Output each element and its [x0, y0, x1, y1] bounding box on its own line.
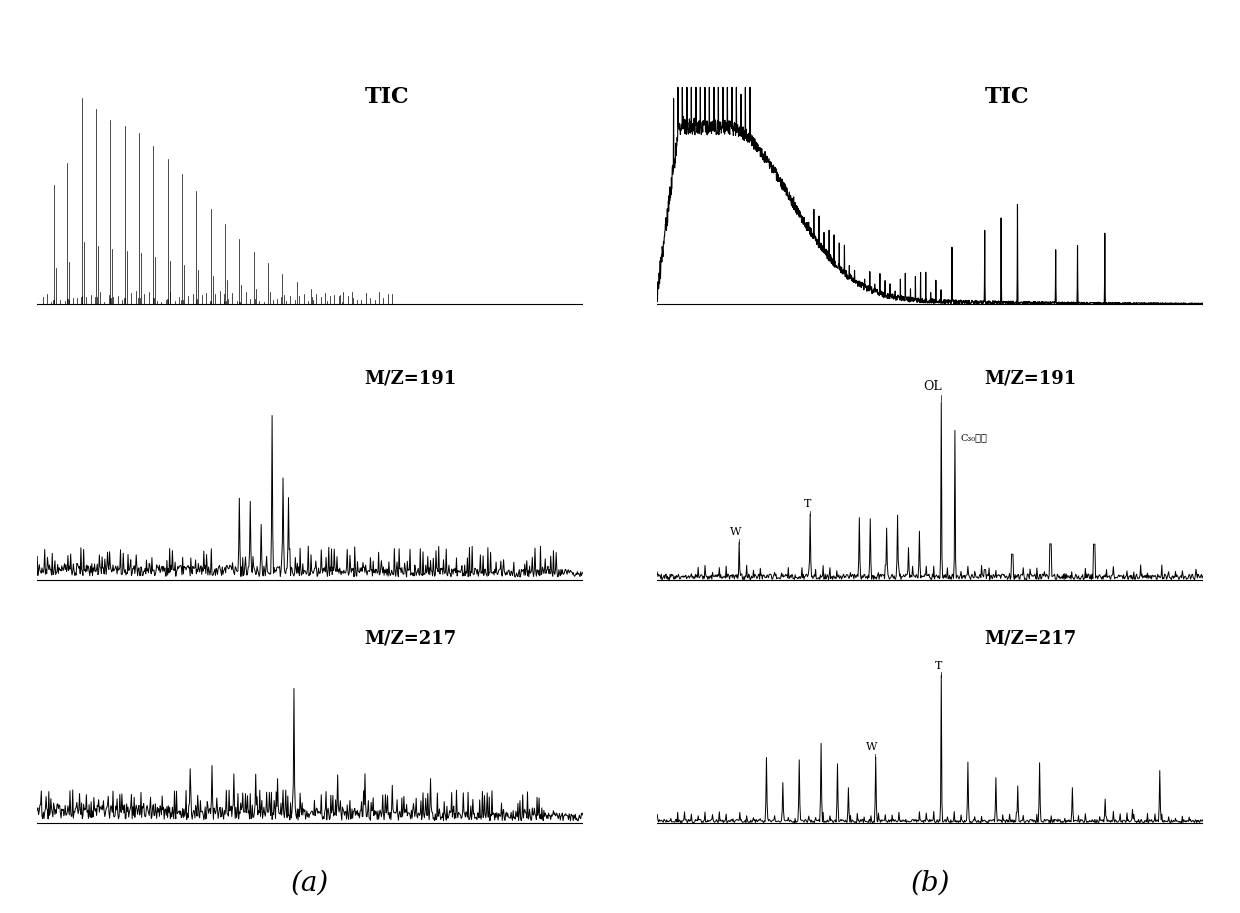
Text: M/Z=217: M/Z=217	[365, 629, 456, 647]
Text: T: T	[935, 660, 942, 670]
Text: M/Z=191: M/Z=191	[985, 370, 1076, 388]
Text: M/Z=217: M/Z=217	[985, 629, 1076, 647]
Text: W: W	[729, 527, 742, 537]
Text: T: T	[804, 498, 811, 509]
Text: (b): (b)	[910, 869, 950, 897]
Text: C₃₀藿烷: C₃₀藿烷	[960, 434, 987, 443]
Text: W: W	[866, 742, 878, 752]
Text: TIC: TIC	[365, 86, 409, 108]
Text: TIC: TIC	[985, 86, 1029, 108]
Text: M/Z=191: M/Z=191	[365, 370, 456, 388]
Text: OL: OL	[924, 380, 942, 394]
Text: (a): (a)	[291, 869, 329, 897]
